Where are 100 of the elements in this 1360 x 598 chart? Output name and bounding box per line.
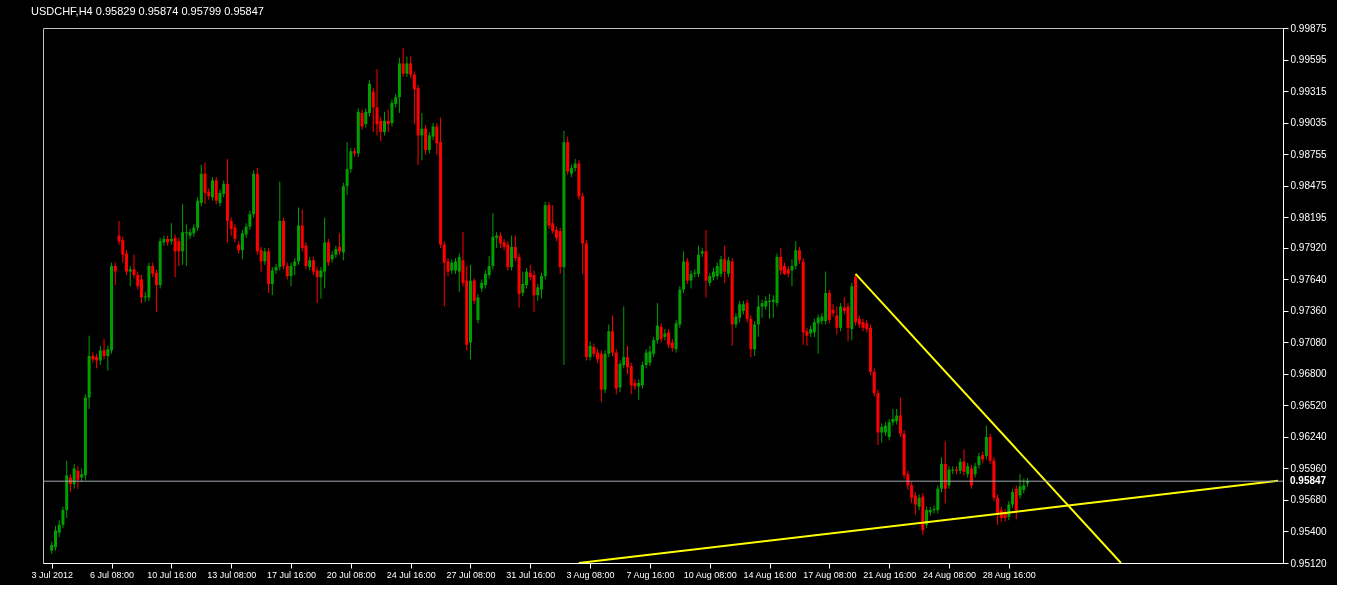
y-tick-label: 0.96800 (1290, 368, 1328, 380)
candlestick (835, 305, 839, 336)
candlestick (98, 345, 102, 366)
candlestick (1018, 473, 1022, 500)
candlestick (177, 237, 181, 267)
y-tick-label: 0.95680 (1290, 494, 1328, 506)
candlestick (861, 318, 865, 332)
y-tick-label: 0.95120 (1290, 557, 1328, 569)
y-tick-label: 0.95400 (1290, 526, 1328, 537)
candlestick (154, 268, 158, 313)
y-tick-label: 0.99595 (1290, 54, 1328, 65)
x-tick-label: 14 Aug 16:00 (743, 569, 797, 580)
x-tick-label: 24 Jul 16:00 (386, 569, 436, 580)
x-tick-label: 21 Aug 16:00 (863, 569, 917, 580)
candlestick (289, 262, 293, 287)
candlestick (139, 274, 143, 304)
candlestick (532, 269, 536, 313)
candlestick (551, 204, 555, 234)
y-tick-label: 0.97640 (1290, 273, 1328, 285)
candlestick (375, 68, 379, 136)
candlestick (360, 109, 364, 131)
candlestick (588, 340, 592, 361)
candlestick (984, 425, 988, 460)
x-tick-label: 10 Jul 16:00 (147, 569, 197, 580)
candlestick (659, 322, 663, 343)
candlestick (442, 240, 446, 307)
candlestick (663, 328, 667, 341)
candlestick (184, 223, 188, 267)
y-tick-label: 0.96520 (1290, 399, 1328, 411)
candlestick (420, 112, 424, 161)
ref-line-label: 0.95847 (1290, 475, 1327, 487)
candlestick (723, 245, 727, 284)
candlestick (1011, 488, 1015, 509)
x-tick-label: 3 Aug 08:00 (566, 569, 615, 580)
candlestick (390, 98, 394, 127)
candlestick (756, 294, 760, 338)
candlestick (476, 293, 480, 324)
candlestick (203, 161, 207, 205)
candlestick (334, 245, 338, 259)
x-tick-label: 13 Jul 08:00 (207, 569, 257, 580)
candlestick (214, 176, 218, 205)
candlestick (181, 203, 185, 266)
candlestick (962, 448, 966, 476)
candlestick (326, 238, 330, 267)
candlestick (472, 277, 476, 305)
candlestick (53, 525, 57, 552)
candlestick (483, 269, 487, 289)
candlestick (102, 338, 106, 360)
y-tick-label: 0.99035 (1290, 117, 1328, 129)
candlestick (685, 257, 689, 285)
y-tick-label: 0.99875 (1290, 22, 1328, 34)
x-tick-label: 17 Aug 08:00 (803, 569, 857, 580)
x-tick-label: 17 Jul 16:00 (266, 569, 317, 580)
candlestick (547, 201, 551, 230)
candlestick (173, 233, 177, 278)
candlestick (540, 272, 543, 300)
chart-title: USDCHF,H4 0.95829 0.95874 0.95799 0.95847 (30, 5, 264, 17)
candlestick (405, 56, 409, 78)
x-tick-label: 6 Jul 08:00 (90, 569, 135, 580)
y-tick-label: 0.99315 (1290, 85, 1328, 97)
candlestick (611, 314, 615, 357)
y-tick-label: 0.95960 (1290, 462, 1328, 474)
candlestick (521, 271, 525, 297)
x-tick-label: 24 Aug 08:00 (922, 569, 977, 580)
x-tick-label: 27 Jul 08:00 (446, 569, 496, 580)
candlestick (113, 262, 117, 286)
candlestick (936, 484, 940, 514)
candlestick (846, 302, 850, 342)
candlestick (401, 47, 405, 78)
candlestick (386, 109, 390, 133)
candlestick (72, 463, 76, 490)
candlestick (128, 265, 132, 287)
candlestick (839, 302, 843, 332)
candlestick (719, 255, 723, 278)
y-tick-label: 0.96240 (1290, 431, 1328, 443)
x-tick-label: 31 Jul 16:00 (506, 569, 556, 580)
candlestick (726, 256, 730, 278)
x-tick-label: 3 Jul 2012 (31, 569, 74, 580)
y-tick-label: 0.97920 (1290, 242, 1328, 254)
y-tick-label: 0.98195 (1290, 211, 1328, 223)
candlestick (640, 361, 644, 390)
candlestick (768, 293, 772, 320)
candlestick (409, 56, 413, 79)
x-tick-label: 28 Aug 16:00 (982, 569, 1036, 580)
candlestick (270, 266, 274, 296)
candlestick (76, 465, 80, 490)
candlestick (382, 111, 386, 136)
y-tick-label: 0.97360 (1290, 305, 1328, 317)
candlestick (91, 352, 95, 364)
x-tick-label: 10 Aug 08:00 (683, 569, 737, 580)
y-tick-label: 0.98475 (1290, 180, 1328, 192)
candlestick (667, 328, 671, 349)
candlestick (655, 302, 659, 345)
candlestick (188, 228, 192, 240)
candlestick (211, 176, 214, 202)
y-tick-label: 0.98755 (1290, 148, 1328, 160)
x-tick-label: 20 Jul 08:00 (326, 569, 376, 580)
candlestick (506, 240, 510, 271)
candlestick (689, 269, 693, 289)
x-tick-label: 7 Aug 16:00 (626, 569, 675, 580)
